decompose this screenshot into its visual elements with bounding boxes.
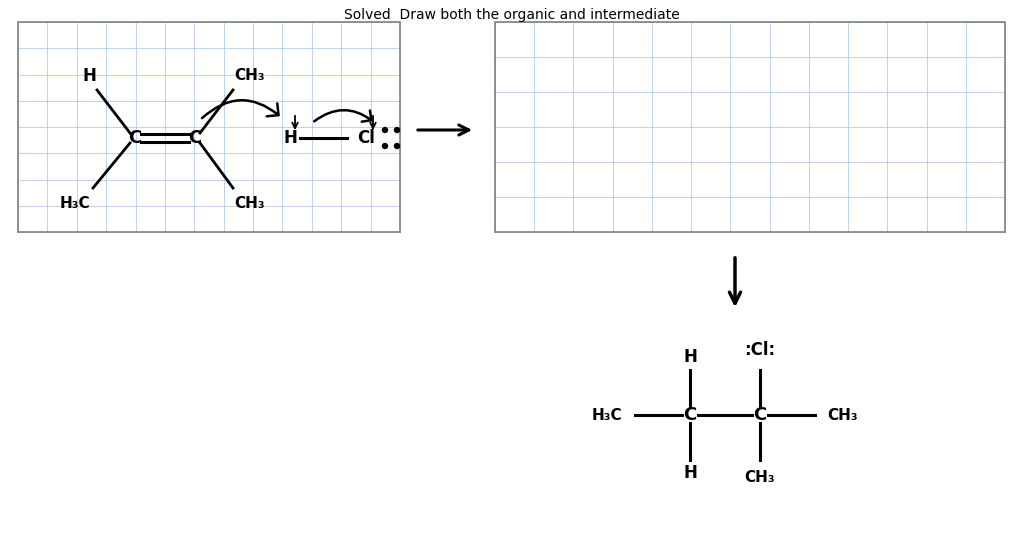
Circle shape — [383, 128, 387, 132]
Text: CH₃: CH₃ — [234, 68, 265, 84]
Circle shape — [394, 128, 399, 132]
FancyArrowPatch shape — [202, 100, 279, 118]
Text: C: C — [128, 129, 141, 147]
Text: CH₃: CH₃ — [744, 470, 775, 484]
Text: H: H — [283, 129, 297, 147]
Text: H₃C: H₃C — [59, 197, 90, 212]
Text: CH₃: CH₃ — [234, 197, 265, 212]
Text: Cl: Cl — [357, 129, 375, 147]
Text: C: C — [188, 129, 202, 147]
Text: C: C — [754, 406, 767, 424]
FancyArrowPatch shape — [314, 110, 372, 122]
Text: CH₃: CH₃ — [827, 407, 858, 422]
Circle shape — [394, 143, 399, 148]
Text: H: H — [82, 67, 96, 85]
Circle shape — [383, 143, 387, 148]
Text: H: H — [683, 348, 697, 366]
Bar — [18, 22, 400, 232]
Text: C: C — [683, 406, 696, 424]
Text: H₃C: H₃C — [592, 407, 623, 422]
Text: Solved  Draw both the organic and intermediate: Solved Draw both the organic and interme… — [344, 8, 680, 22]
Text: H: H — [683, 464, 697, 482]
Text: :Cl:: :Cl: — [744, 341, 775, 359]
Bar — [495, 22, 1005, 232]
